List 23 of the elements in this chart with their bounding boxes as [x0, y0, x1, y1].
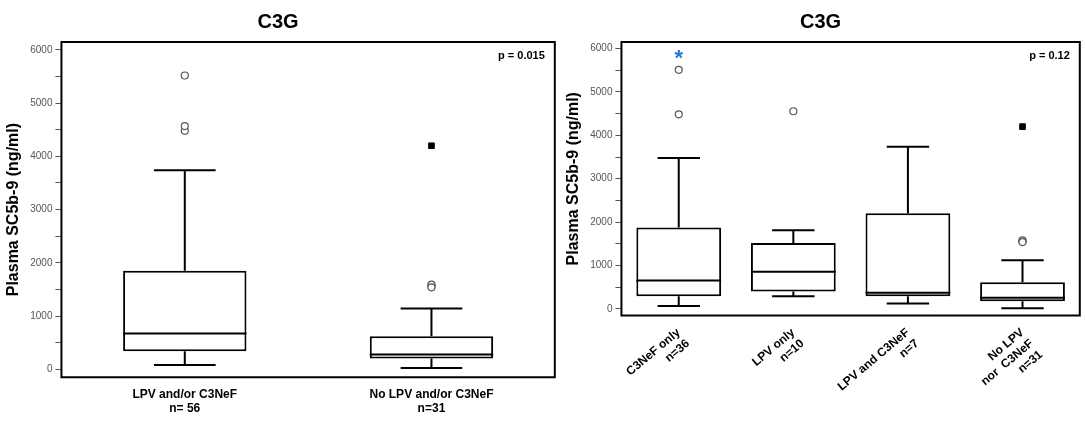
y-tick-label: 2000	[590, 215, 613, 227]
y-tick-label: 6000	[590, 42, 613, 54]
annotation: p = 0.015	[498, 48, 545, 61]
annotation: p = 0.12	[1029, 48, 1070, 61]
y-tick-label: 3000	[30, 203, 53, 215]
y-tick-label: 4000	[30, 150, 53, 162]
y-axis-title: Plasma SC5b-9 (ng/ml)	[564, 92, 582, 266]
x-tick-label: LPV and/or C3NeF n= 56	[132, 386, 238, 416]
chart-title: C3G	[799, 9, 842, 32]
y-tick-label: 6000	[30, 43, 53, 55]
annotation: *	[674, 45, 684, 71]
y-tick-label: 0	[606, 302, 613, 314]
y-tick-label: 0	[46, 362, 53, 374]
y-axis-title: Plasma SC5b-9 (ng/ml)	[4, 122, 22, 297]
y-tick-label: 2000	[30, 256, 53, 268]
chart-title: C3G	[257, 9, 299, 32]
y-tick-label: 3000	[590, 172, 613, 184]
y-tick-label: 1000	[30, 309, 53, 321]
y-tick-label: 4000	[590, 129, 613, 141]
y-tick-label: 5000	[30, 96, 53, 108]
y-tick-label: 5000	[590, 85, 613, 97]
y-tick-label: 1000	[590, 259, 613, 271]
x-tick-label: No LPV and/or C3NeF n=31	[369, 386, 494, 416]
